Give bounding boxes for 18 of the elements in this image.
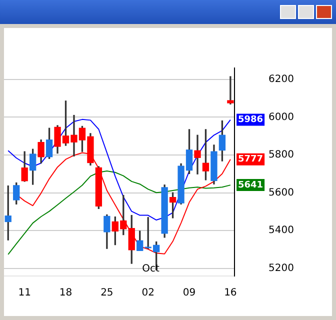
candlestick xyxy=(194,134,201,174)
x-tick-label: 16 xyxy=(224,288,237,299)
candlestick xyxy=(227,76,234,104)
x-tick-label: 18 xyxy=(59,288,72,299)
y-tick-label: 5400 xyxy=(268,225,294,236)
y-tick-label: 6000 xyxy=(268,112,294,123)
y-tick-label: 6200 xyxy=(268,74,294,85)
annotation: Oct xyxy=(142,264,160,275)
data-label: 5641 xyxy=(238,180,264,190)
x-tick-label: 02 xyxy=(142,288,154,299)
x-tick-label: 11 xyxy=(18,288,31,299)
data-label: 5777 xyxy=(238,154,264,165)
y-tick-label: 5800 xyxy=(268,150,294,161)
x-tick-label: 25 xyxy=(100,288,114,299)
y-tick-label: 5600 xyxy=(268,187,294,198)
x-tick-label: 09 xyxy=(182,288,196,299)
data-label: 5986 xyxy=(238,115,264,126)
y-tick-label: 5200 xyxy=(268,263,294,274)
